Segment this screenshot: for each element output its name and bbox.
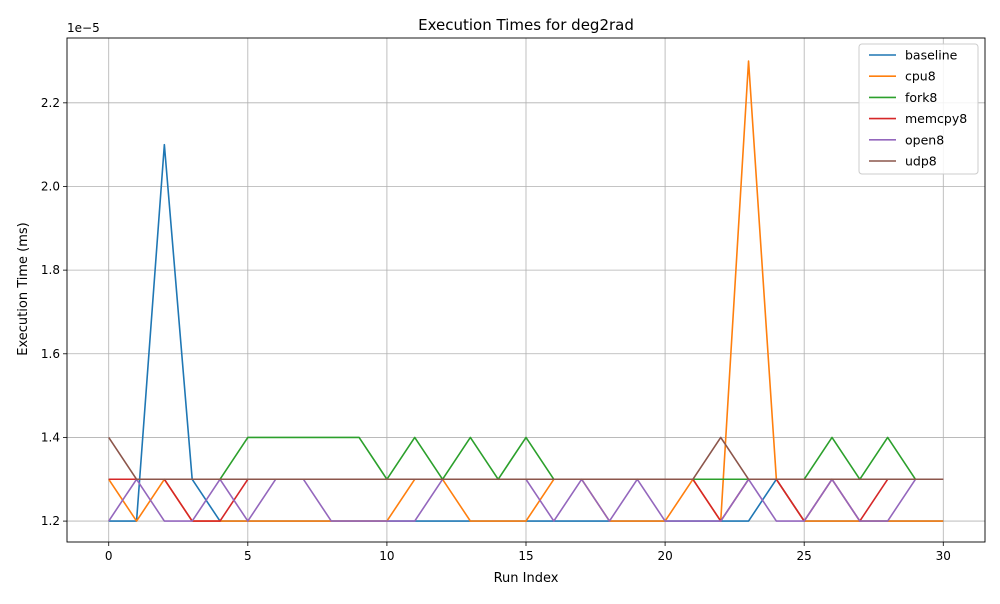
x-tick-label: 15	[518, 549, 533, 563]
y-tick-label: 2.0	[41, 179, 60, 193]
legend-label-baseline: baseline	[905, 48, 958, 63]
legend-label-fork8: fork8	[905, 90, 937, 105]
series-line-udp8	[108, 436, 944, 481]
legend-label-udp8: udp8	[905, 154, 937, 169]
y-tick-label: 1.8	[41, 263, 60, 277]
y-tick-label: 1.2	[41, 514, 60, 528]
y-tick-label: 1.4	[41, 430, 60, 444]
x-tick-label: 20	[657, 549, 672, 563]
x-axis-label: Run Index	[494, 571, 559, 586]
x-tick-label: 25	[797, 549, 812, 563]
axis-ticks: 0 5 10 15 20 25 30 1.2 1.4 1.6 1.8 2.0 2.2	[41, 96, 951, 563]
series-lines	[108, 60, 944, 522]
x-tick-label: 30	[936, 549, 951, 563]
chart-title: Execution Times for deg2rad	[418, 16, 634, 34]
legend: baseline cpu8 fork8 memcpy8 open8 udp8	[858, 43, 979, 175]
y-tick-label: 2.2	[41, 96, 60, 110]
y-tick-label: 1.6	[41, 347, 60, 361]
legend-label-memcpy8: memcpy8	[905, 111, 967, 126]
y-axis-label: Execution Time (ms)	[16, 222, 31, 355]
x-tick-label: 10	[379, 549, 394, 563]
legend-label-cpu8: cpu8	[905, 69, 936, 84]
y-axis-offset-text: 1e−5	[67, 21, 100, 35]
x-tick-label: 5	[244, 549, 252, 563]
x-tick-label: 0	[105, 549, 113, 563]
legend-label-open8: open8	[905, 132, 944, 147]
